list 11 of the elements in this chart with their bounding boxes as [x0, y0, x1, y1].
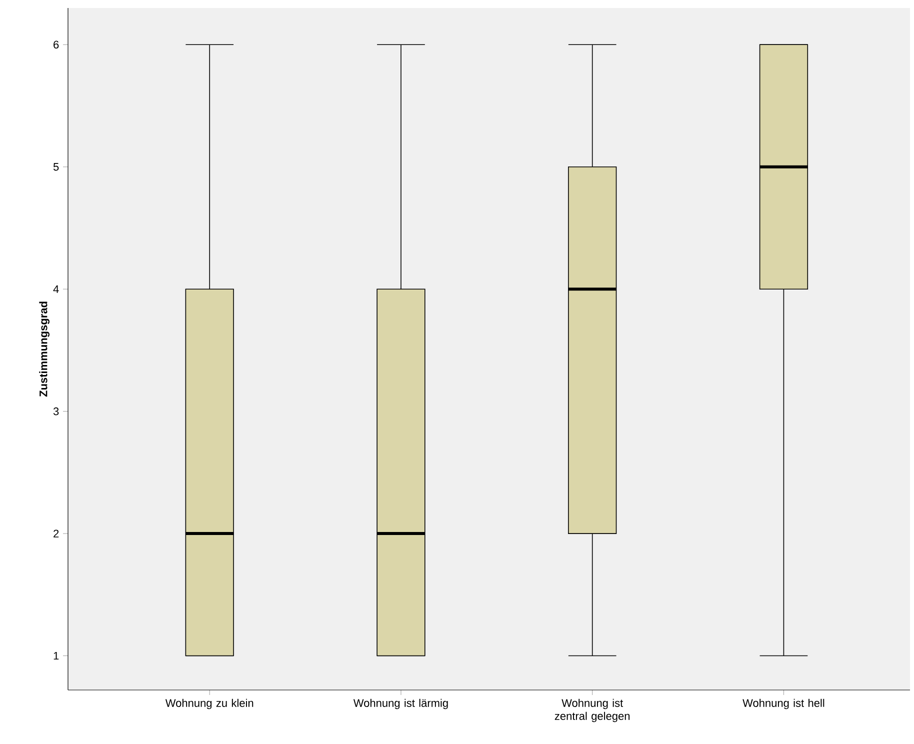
x-tick-label: Wohnung ist hell — [742, 698, 824, 710]
x-tick-label: Wohnung ist lärmig — [353, 698, 448, 710]
y-tick-label: 6 — [54, 40, 59, 49]
y-tick-label: 4 — [53, 285, 59, 293]
x-tick-label: Wohnung zu klein — [165, 698, 254, 710]
y-axis-title: Zustimmungsgrad — [39, 302, 50, 397]
y-tick-label: 1 — [54, 652, 59, 660]
y-tick-label: 3 — [53, 407, 59, 416]
y-tick-label: 5 — [53, 163, 59, 171]
y-tick-label: 2 — [54, 530, 59, 538]
x-tick-label: Wohnung ist zentral gelegen — [554, 698, 630, 722]
